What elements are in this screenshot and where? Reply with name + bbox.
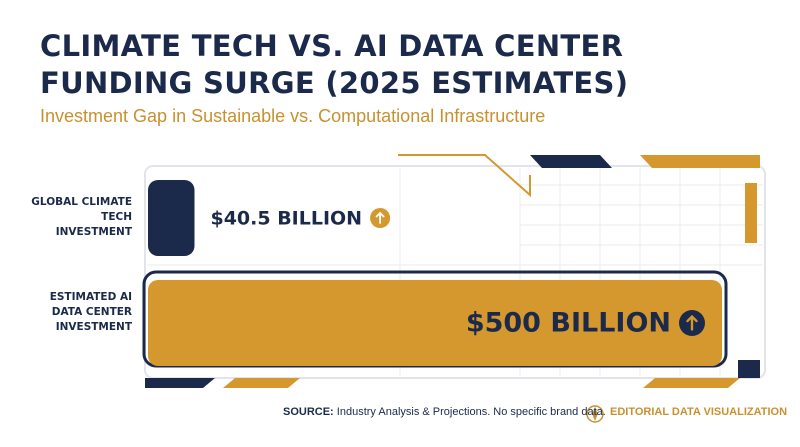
category-label: ESTIMATED AI DATA CENTER INVESTMENT (49, 291, 132, 333)
source-note: SOURCE: Industry Analysis & Projections.… (283, 406, 606, 418)
arrow-icon (679, 310, 705, 336)
icon-arrow (686, 314, 698, 331)
icon-arrow (375, 211, 385, 224)
chart-title: CLIMATE TECH VS. AI DATA CENTER FUNDING … (40, 29, 629, 100)
category-label: GLOBAL CLIMATE TECH INVESTMENT (31, 196, 132, 238)
chart-subtitle: Investment Gap in Sustainable vs. Comput… (40, 106, 546, 126)
source-label: SOURCE: (283, 406, 334, 418)
footer-label: EDITORIAL DATA VISUALIZATION (610, 406, 788, 418)
bar (148, 180, 195, 256)
source-text: Industry Analysis & Projections. No spec… (336, 406, 606, 418)
value-label: $40.5 BILLION (210, 208, 362, 230)
arrow-icon (370, 208, 391, 228)
bar (148, 280, 722, 366)
value-label: $500 BILLION (466, 308, 671, 339)
